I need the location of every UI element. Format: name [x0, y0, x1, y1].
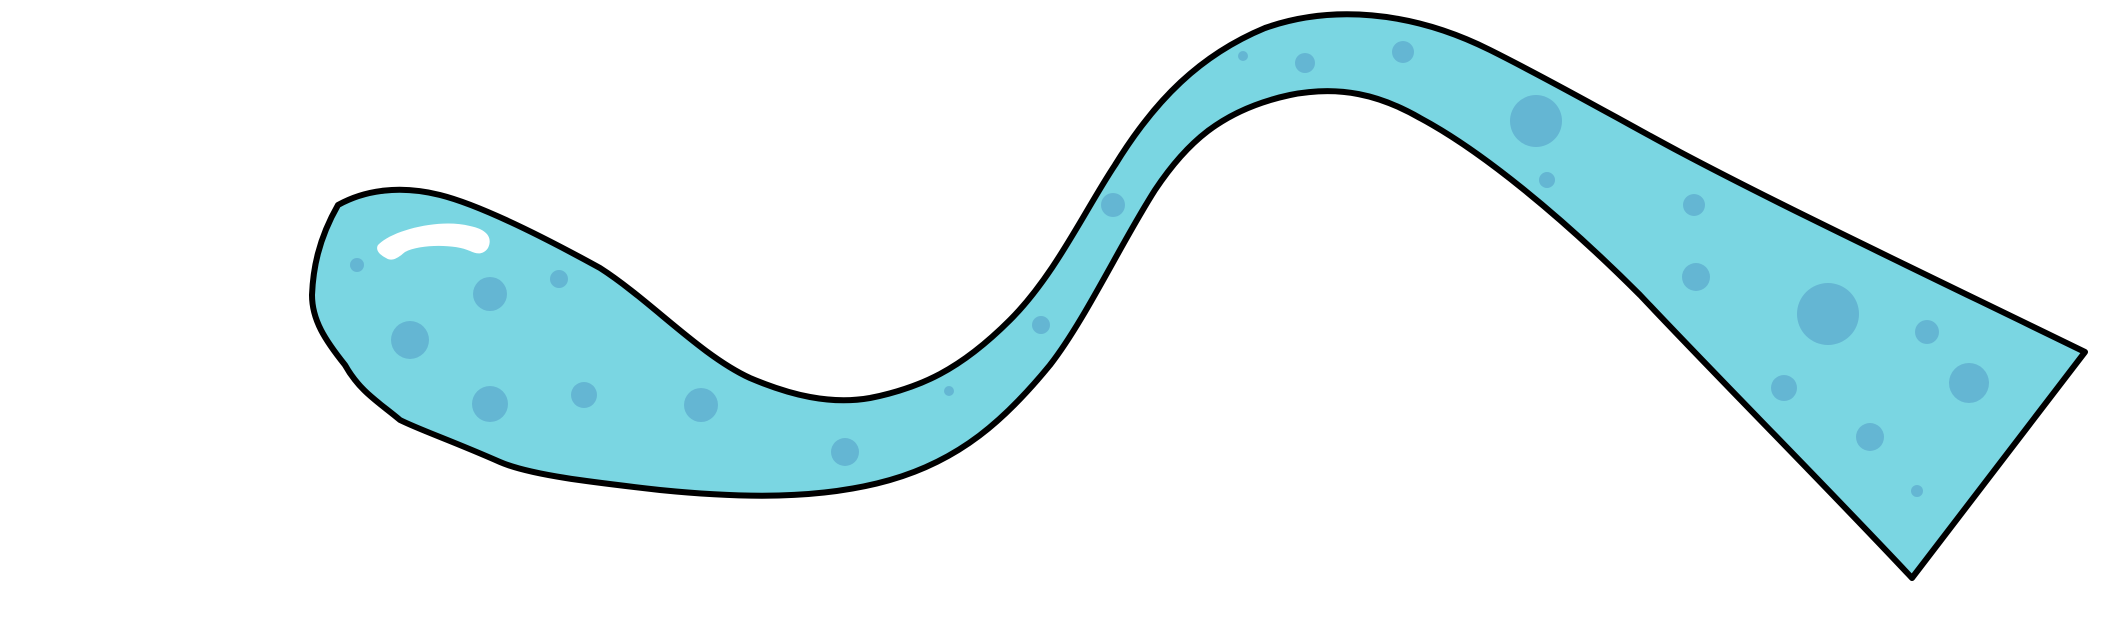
highlight-shine — [377, 223, 490, 260]
spot — [1510, 95, 1562, 147]
spot — [1911, 485, 1923, 497]
spot — [944, 386, 954, 396]
spot — [1392, 41, 1414, 63]
spot — [1771, 375, 1797, 401]
spot — [684, 388, 718, 422]
spot — [1915, 320, 1939, 344]
spot — [473, 277, 507, 311]
spot — [1949, 363, 1989, 403]
spot — [350, 258, 364, 272]
spot — [1682, 263, 1710, 291]
blob-shape — [309, 11, 2088, 581]
spot — [1856, 423, 1884, 451]
spot — [831, 438, 859, 466]
spot — [472, 386, 508, 422]
spot — [1295, 53, 1315, 73]
spot — [1238, 51, 1248, 61]
spot — [1683, 194, 1705, 216]
spot — [1797, 283, 1859, 345]
spot — [571, 382, 597, 408]
spot — [1032, 316, 1050, 334]
spot — [550, 270, 568, 288]
spot — [1101, 193, 1125, 217]
spots — [350, 41, 1989, 497]
spot — [391, 321, 429, 359]
spot — [1539, 172, 1555, 188]
